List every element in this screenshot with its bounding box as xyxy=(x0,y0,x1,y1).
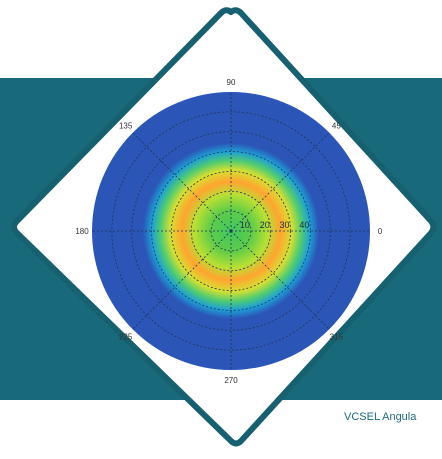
grid-circle xyxy=(151,151,311,311)
angular-tick-label: 270 xyxy=(224,376,238,385)
grid-circle xyxy=(131,131,331,331)
angular-tick-label: 45 xyxy=(332,122,341,131)
grid-circle xyxy=(171,171,291,291)
angular-tick-label: 0 xyxy=(378,227,383,236)
angular-tick-labels: 90 45 0 315 270 225 180 135 xyxy=(75,78,382,385)
grid-spoke xyxy=(132,230,232,330)
angular-tick-label: 180 xyxy=(75,227,89,236)
angular-tick-label: 90 xyxy=(227,78,236,87)
radial-tick-label: 30 xyxy=(280,220,290,230)
grid-circle xyxy=(111,111,351,351)
polar-grid xyxy=(92,92,370,370)
radial-tick-labels: 10 20 30 40 xyxy=(240,220,310,230)
grid-circle xyxy=(190,190,272,272)
angular-tick-label: 135 xyxy=(119,122,133,131)
angular-tick-label: 225 xyxy=(119,332,133,341)
angular-tick-label: 315 xyxy=(330,332,344,341)
grid-spoke xyxy=(230,230,330,330)
radial-tick-label: 10 xyxy=(240,220,250,230)
grid-spoke xyxy=(132,132,232,232)
radial-tick-label: 20 xyxy=(260,220,270,230)
grid-spoke xyxy=(230,132,330,232)
caption: VCSEL Angula xyxy=(344,411,417,423)
radial-tick-label: 40 xyxy=(299,220,309,230)
grid-circle xyxy=(210,210,252,252)
